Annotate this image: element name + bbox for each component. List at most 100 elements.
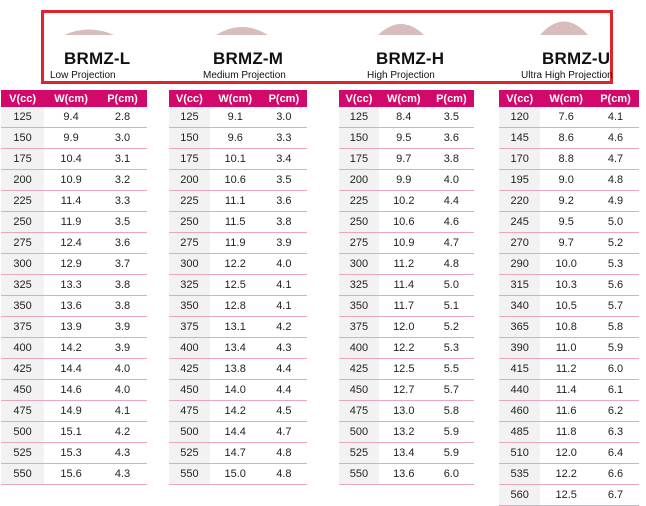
projection-cell: 5.9 <box>592 337 639 359</box>
projection-cell: 4.1 <box>592 107 639 128</box>
column-header: P(cm) <box>98 90 147 107</box>
volume-cell: 250 <box>169 211 210 233</box>
projection-cell: 5.9 <box>428 442 474 464</box>
table-row: 125 9.4 2.8 <box>1 107 147 128</box>
width-cell: 13.4 <box>209 337 261 359</box>
volume-cell: 350 <box>169 295 210 317</box>
volume-cell: 350 <box>339 295 379 317</box>
volume-cell: 350 <box>1 295 45 317</box>
table-row: 500 13.2 5.9 <box>339 421 474 443</box>
volume-cell: 225 <box>1 190 45 212</box>
width-cell: 13.3 <box>44 274 98 296</box>
table-header-row: V(cc) W(cm) P(cm) <box>499 90 639 107</box>
table-header-row: V(cc) W(cm) P(cm) <box>339 90 474 107</box>
table-row: 245 9.5 5.0 <box>499 211 639 233</box>
width-cell: 12.4 <box>44 232 98 254</box>
table-row: 150 9.5 3.6 <box>339 127 474 149</box>
volume-cell: 525 <box>339 442 379 464</box>
volume-cell: 365 <box>499 316 541 338</box>
volume-cell: 375 <box>339 316 379 338</box>
table-header-row: V(cc) W(cm) P(cm) <box>1 90 147 107</box>
product-subtitle: High Projection <box>367 70 435 81</box>
volume-cell: 400 <box>169 337 210 359</box>
projection-cell: 3.6 <box>428 127 474 149</box>
volume-cell: 175 <box>339 148 379 170</box>
volume-cell: 425 <box>1 358 45 380</box>
table-row: 550 15.6 4.3 <box>1 463 147 485</box>
product-brmz-h: BRMZ-H High Projection <box>362 13 502 87</box>
projection-cell: 3.6 <box>260 190 307 212</box>
product-brmz-l: BRMZ-L Low Projection <box>50 13 190 87</box>
volume-cell: 250 <box>339 211 379 233</box>
volume-cell: 275 <box>169 232 210 254</box>
table-row: 225 10.2 4.4 <box>339 190 474 212</box>
table-row: 275 11.9 3.9 <box>169 232 307 254</box>
table-row: 225 11.1 3.6 <box>169 190 307 212</box>
projection-cell: 4.4 <box>428 190 474 212</box>
width-cell: 13.8 <box>209 358 261 380</box>
table-row: 365 10.8 5.8 <box>499 316 639 338</box>
projection-cell: 4.0 <box>98 358 147 380</box>
width-cell: 11.9 <box>44 211 98 233</box>
projection-cell: 4.2 <box>98 421 147 443</box>
width-cell: 11.5 <box>209 211 261 233</box>
table-row: 450 14.6 4.0 <box>1 379 147 401</box>
projection-cell: 3.9 <box>260 232 307 254</box>
table-row: 500 15.1 4.2 <box>1 421 147 443</box>
volume-cell: 220 <box>499 190 541 212</box>
projection-cell: 3.2 <box>98 169 147 191</box>
projection-cell: 6.1 <box>592 379 639 401</box>
projection-cell: 4.1 <box>260 295 307 317</box>
width-cell: 11.4 <box>540 379 592 401</box>
volume-cell: 340 <box>499 295 541 317</box>
width-cell: 13.1 <box>209 316 261 338</box>
column-header: P(cm) <box>428 90 474 107</box>
volume-cell: 150 <box>169 127 210 149</box>
volume-cell: 450 <box>1 379 45 401</box>
projection-cell: 6.3 <box>592 421 639 443</box>
width-cell: 9.9 <box>378 169 429 191</box>
projection-cell: 4.4 <box>260 358 307 380</box>
spec-table-brmz-u: V(cc) W(cm) P(cm) 120 7.6 4.1 145 8.6 4.6 170 8.8 4… <box>499 90 639 506</box>
volume-cell: 270 <box>499 232 541 254</box>
width-cell: 11.7 <box>378 295 429 317</box>
volume-cell: 125 <box>1 107 45 128</box>
projection-cell: 5.8 <box>592 316 639 338</box>
width-cell: 8.6 <box>540 127 592 149</box>
table-row: 535 12.2 6.6 <box>499 463 639 485</box>
table-row: 250 11.9 3.5 <box>1 211 147 233</box>
projection-cell: 6.0 <box>428 463 474 485</box>
table-row: 325 12.5 4.1 <box>169 274 307 296</box>
table-row: 485 11.8 6.3 <box>499 421 639 443</box>
table-row: 425 14.4 4.0 <box>1 358 147 380</box>
projection-cell: 4.8 <box>592 169 639 191</box>
width-cell: 14.2 <box>209 400 261 422</box>
width-cell: 15.6 <box>44 463 98 485</box>
implant-medium-icon <box>216 27 268 35</box>
table-row: 250 11.5 3.8 <box>169 211 307 233</box>
width-cell: 12.0 <box>378 316 429 338</box>
implant-ultra-high-icon <box>540 21 588 35</box>
projection-cell: 5.6 <box>592 274 639 296</box>
table-row: 290 10.0 5.3 <box>499 253 639 275</box>
projection-cell: 4.7 <box>260 421 307 443</box>
volume-cell: 150 <box>339 127 379 149</box>
spec-table-brmz-l: V(cc) W(cm) P(cm) 125 9.4 2.8 150 9.9 3.0 175 10.4… <box>1 90 147 485</box>
projection-cell: 5.7 <box>592 295 639 317</box>
table-row: 300 12.2 4.0 <box>169 253 307 275</box>
table-row: 200 9.9 4.0 <box>339 169 474 191</box>
column-header: V(cc) <box>169 90 210 107</box>
projection-cell: 6.2 <box>592 400 639 422</box>
projection-cell: 6.7 <box>592 484 639 506</box>
volume-cell: 225 <box>339 190 379 212</box>
width-cell: 11.2 <box>540 358 592 380</box>
projection-cell: 5.8 <box>428 400 474 422</box>
projection-cell: 4.4 <box>260 379 307 401</box>
table-row: 315 10.3 5.6 <box>499 274 639 296</box>
table-row: 550 13.6 6.0 <box>339 463 474 485</box>
table-row: 175 10.4 3.1 <box>1 148 147 170</box>
volume-cell: 560 <box>499 484 541 506</box>
volume-cell: 500 <box>339 421 379 443</box>
width-cell: 9.5 <box>540 211 592 233</box>
width-cell: 14.2 <box>44 337 98 359</box>
